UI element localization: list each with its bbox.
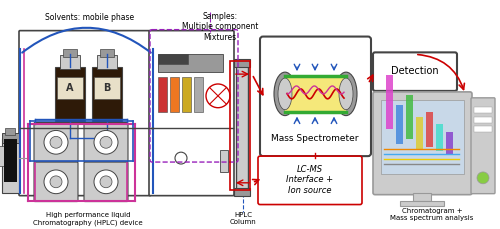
Circle shape xyxy=(477,172,489,184)
Bar xyxy=(100,49,114,57)
Circle shape xyxy=(50,136,62,148)
Bar xyxy=(0,146,4,166)
Bar xyxy=(381,100,464,174)
Bar xyxy=(5,128,15,135)
Bar xyxy=(158,54,223,72)
Bar xyxy=(194,77,203,112)
Bar xyxy=(236,61,248,190)
Bar xyxy=(170,77,179,112)
FancyBboxPatch shape xyxy=(260,37,371,156)
Bar xyxy=(57,77,83,99)
Bar xyxy=(94,77,120,99)
Text: Samples:
Multiple component
Mixtures: Samples: Multiple component Mixtures xyxy=(182,12,258,42)
FancyBboxPatch shape xyxy=(149,31,234,196)
Bar xyxy=(406,95,413,139)
Bar xyxy=(234,188,250,196)
Bar xyxy=(400,201,444,206)
Bar xyxy=(2,134,19,143)
Circle shape xyxy=(50,176,62,188)
Bar xyxy=(386,75,393,129)
Circle shape xyxy=(100,136,112,148)
Ellipse shape xyxy=(278,78,292,110)
Text: Solvents: mobile phase: Solvents: mobile phase xyxy=(46,13,134,22)
FancyBboxPatch shape xyxy=(34,123,78,162)
Bar xyxy=(396,105,403,144)
Bar xyxy=(436,123,443,151)
Text: Mass Spectrometer: Mass Spectrometer xyxy=(271,134,359,143)
Bar xyxy=(60,55,80,69)
Bar xyxy=(182,77,191,112)
Ellipse shape xyxy=(274,72,296,116)
Bar xyxy=(92,67,122,122)
FancyBboxPatch shape xyxy=(84,123,128,162)
Circle shape xyxy=(44,131,68,154)
Ellipse shape xyxy=(335,72,357,116)
Bar xyxy=(426,112,433,147)
Bar xyxy=(55,67,85,122)
FancyBboxPatch shape xyxy=(471,98,495,194)
Circle shape xyxy=(100,176,112,188)
Text: LC-MS
Interface +
Ion source: LC-MS Interface + Ion source xyxy=(286,165,334,195)
Circle shape xyxy=(175,152,187,164)
Circle shape xyxy=(94,170,118,194)
Bar xyxy=(220,150,228,172)
Circle shape xyxy=(94,131,118,154)
Bar xyxy=(474,107,492,113)
Bar xyxy=(63,49,77,57)
Bar xyxy=(97,55,117,69)
FancyBboxPatch shape xyxy=(84,162,128,202)
Ellipse shape xyxy=(339,78,353,110)
Bar xyxy=(230,61,250,190)
FancyBboxPatch shape xyxy=(373,92,472,195)
Bar xyxy=(474,117,492,123)
Bar xyxy=(474,126,492,132)
FancyBboxPatch shape xyxy=(34,162,78,202)
Bar xyxy=(285,76,346,112)
FancyBboxPatch shape xyxy=(373,52,457,91)
Text: Detection: Detection xyxy=(391,66,439,76)
Text: Chromatogram +
Mass spectrum analysis: Chromatogram + Mass spectrum analysis xyxy=(390,207,473,221)
Bar xyxy=(158,77,167,112)
Bar xyxy=(2,138,19,193)
Text: B: B xyxy=(104,83,110,93)
Bar xyxy=(4,139,17,182)
Bar xyxy=(158,54,188,64)
Text: High performance liquid
Chromatography (HPLC) device: High performance liquid Chromatography (… xyxy=(33,213,143,226)
Circle shape xyxy=(44,170,68,194)
Bar xyxy=(234,59,250,67)
FancyBboxPatch shape xyxy=(19,31,151,196)
Bar xyxy=(446,132,453,154)
Bar xyxy=(416,117,423,149)
Text: A: A xyxy=(66,83,74,93)
Text: HPLC
Column: HPLC Column xyxy=(230,213,256,225)
Bar xyxy=(413,193,431,201)
Circle shape xyxy=(206,84,230,108)
FancyBboxPatch shape xyxy=(258,156,362,204)
